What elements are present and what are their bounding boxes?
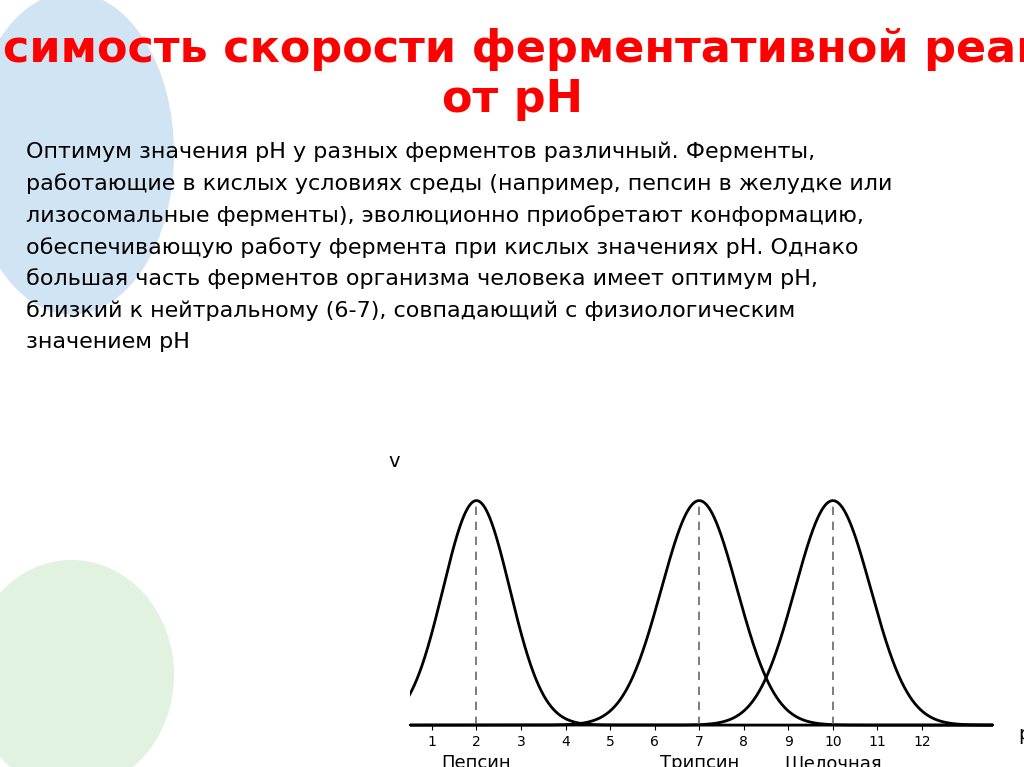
- Text: Щелочная
фосфатаза: Щелочная фосфатаза: [780, 754, 886, 767]
- Text: рН: рН: [1018, 725, 1024, 743]
- Text: Зависимость скорости ферментативной реакции: Зависимость скорости ферментативной реак…: [0, 28, 1024, 71]
- Ellipse shape: [0, 0, 174, 314]
- Text: Оптимум значения рН у разных ферментов различный. Ферменты,
работающие в кислых : Оптимум значения рН у разных ферментов р…: [26, 142, 892, 351]
- Text: Трипсин: Трипсин: [659, 754, 739, 767]
- Text: Пепсин: Пепсин: [441, 754, 511, 767]
- Text: от рН: от рН: [441, 78, 583, 121]
- Ellipse shape: [0, 560, 174, 767]
- Text: v: v: [388, 453, 399, 472]
